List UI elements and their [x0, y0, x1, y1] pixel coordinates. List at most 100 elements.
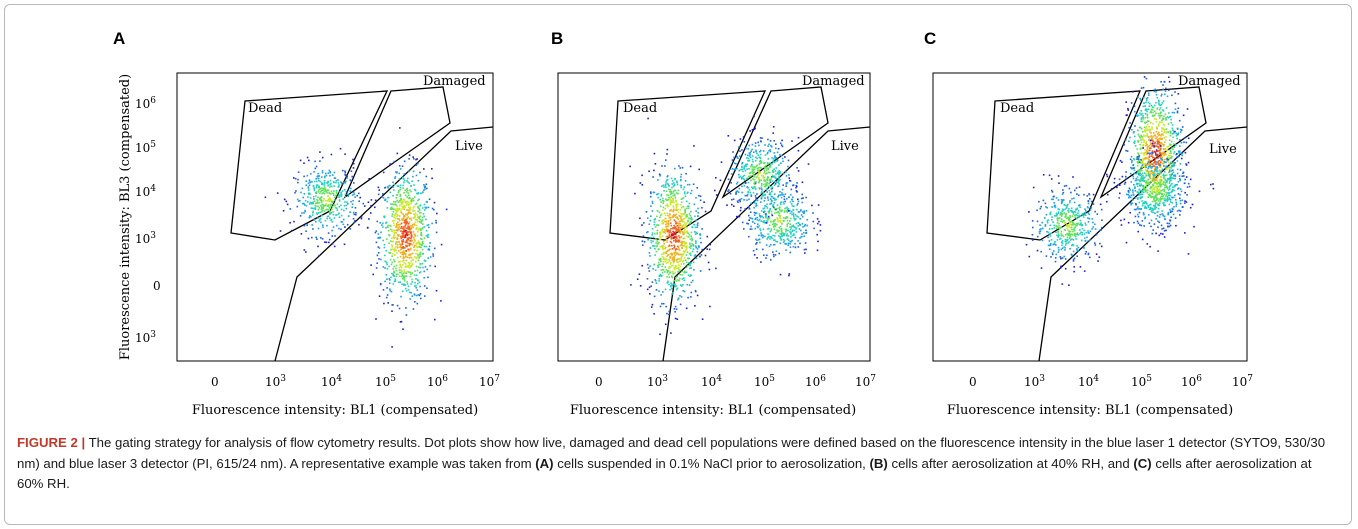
- event-dot: [1154, 196, 1156, 198]
- event-dot: [775, 177, 777, 180]
- event-dot: [346, 201, 348, 203]
- event-dot: [638, 273, 641, 275]
- event-dot: [1166, 192, 1169, 194]
- event-dot: [391, 248, 393, 251]
- event-dot: [1163, 160, 1165, 163]
- event-dot: [1172, 162, 1174, 164]
- event-dot: [1140, 167, 1142, 169]
- event-dot: [393, 250, 396, 252]
- event-dot: [1167, 89, 1170, 92]
- event-dot: [1036, 220, 1039, 223]
- event-dot: [762, 194, 765, 197]
- event-dot: [1147, 189, 1149, 192]
- event-dot: [1146, 97, 1149, 99]
- event-dot: [1063, 185, 1066, 187]
- event-dot: [1048, 233, 1051, 235]
- event-dot: [319, 217, 322, 220]
- event-dot: [423, 184, 425, 186]
- event-dot: [1148, 105, 1151, 107]
- event-dot: [674, 305, 677, 308]
- event-dot: [1057, 217, 1060, 220]
- event-dot: [423, 237, 426, 239]
- event-dot: [1146, 164, 1149, 166]
- event-dot: [792, 200, 794, 203]
- event-dot: [1147, 167, 1149, 170]
- event-dot: [659, 214, 662, 217]
- event-dot: [408, 291, 411, 294]
- event-dot: [799, 218, 801, 220]
- event-dot: [1167, 167, 1170, 169]
- event-dot: [1171, 165, 1174, 167]
- event-dot: [1149, 111, 1152, 114]
- event-dot: [1143, 139, 1146, 142]
- event-dot: [1172, 169, 1174, 171]
- event-dot: [393, 216, 395, 218]
- event-dot: [401, 230, 404, 233]
- gate-damaged-b: [721, 86, 829, 199]
- event-dot: [1148, 162, 1150, 165]
- event-dot: [746, 222, 748, 225]
- event-dot: [768, 189, 770, 192]
- event-dot: [1128, 195, 1131, 197]
- event-dot: [1070, 207, 1073, 210]
- event-dot: [1059, 217, 1061, 219]
- event-dot: [1168, 169, 1171, 171]
- event-dot: [1139, 189, 1142, 192]
- event-dot: [1140, 152, 1143, 154]
- event-dot: [735, 155, 738, 157]
- event-dot: [791, 225, 793, 228]
- event-dot: [1106, 200, 1108, 203]
- event-dot: [1153, 145, 1156, 147]
- event-dot: [687, 257, 689, 259]
- event-dot: [1163, 215, 1166, 218]
- event-dot: [787, 244, 789, 246]
- event-dot: [751, 129, 754, 131]
- event-dot: [1142, 202, 1145, 204]
- event-dot: [321, 206, 324, 209]
- event-dot: [316, 212, 318, 214]
- event-dot: [672, 199, 675, 202]
- event-dot: [745, 165, 747, 168]
- event-dot: [1169, 144, 1171, 146]
- event-dot: [393, 219, 395, 222]
- event-dot: [669, 266, 672, 269]
- event-dot: [315, 236, 317, 239]
- event-dot: [309, 215, 311, 217]
- event-dot: [312, 184, 315, 187]
- event-dot: [1076, 224, 1078, 226]
- event-dot: [401, 202, 404, 204]
- event-dot: [1127, 109, 1129, 111]
- event-dot: [760, 201, 762, 203]
- event-dot: [660, 294, 662, 296]
- event-dot: [1158, 191, 1160, 194]
- event-dot: [405, 227, 408, 230]
- event-dot: [698, 246, 700, 248]
- event-dot: [393, 160, 396, 163]
- event-dot: [1064, 240, 1067, 243]
- event-dot: [1179, 194, 1181, 196]
- event-dot: [403, 280, 406, 282]
- event-dot: [658, 211, 661, 214]
- event-dot: [786, 234, 788, 237]
- event-dot: [1066, 227, 1068, 229]
- event-dot: [761, 137, 763, 139]
- event-dot: [404, 194, 407, 197]
- event-dot: [1163, 129, 1166, 131]
- event-dot: [766, 172, 768, 174]
- event-dot: [346, 223, 349, 226]
- event-dot: [1060, 266, 1062, 269]
- event-dot: [440, 243, 443, 246]
- event-dot: [664, 266, 667, 268]
- event-dot: [377, 246, 380, 248]
- event-dot: [1083, 233, 1086, 235]
- event-dot: [414, 285, 416, 287]
- event-dot: [754, 181, 756, 183]
- event-dot: [1174, 217, 1177, 219]
- event-dot: [1151, 153, 1153, 156]
- event-dot: [675, 265, 677, 267]
- event-dot: [767, 217, 769, 220]
- event-dot: [1141, 196, 1143, 198]
- event-dot: [1165, 195, 1167, 197]
- event-dot: [805, 232, 807, 234]
- event-dot: [1145, 166, 1147, 168]
